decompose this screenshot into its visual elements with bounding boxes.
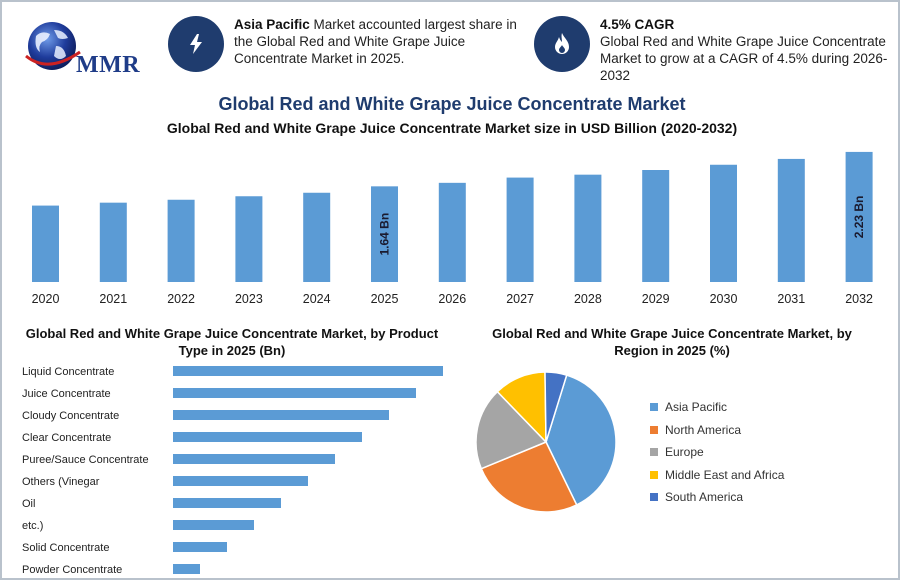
region-chart-title: Global Red and White Grape Juice Concent… (492, 326, 852, 358)
product-type-bar-chart: Liquid Concentrate Juice Concentrate Cloud… (22, 366, 443, 576)
hbar (173, 366, 443, 376)
x-tick-label: 2032 (845, 292, 873, 306)
y-tick-label: Clear Concentrate (22, 432, 111, 444)
stat-cagr: 4.5% CAGR Global Red and White Grape Jui… (534, 16, 894, 84)
stat-text: Asia Pacific Market accounted largest sh… (234, 16, 528, 67)
bar-2026 (438, 182, 466, 282)
y-tick-label: Solid Concentrate (22, 542, 109, 554)
bar-2030 (710, 164, 737, 282)
legend-item: North America (650, 419, 784, 442)
legend-swatch (650, 448, 658, 457)
legend-item: Europe (650, 441, 784, 464)
x-tick-label: 2023 (235, 292, 263, 306)
mmr-logo: MMR (18, 16, 148, 80)
main-title: Global Red and White Grape Juice Concent… (218, 94, 686, 114)
hbar (173, 542, 227, 552)
y-tick-label: Juice Concentrate (22, 388, 111, 400)
data-label: 2.23 Bn (852, 196, 866, 239)
y-tick-label: Others (Vinegar (22, 476, 100, 488)
x-tick-label: 2031 (777, 292, 805, 306)
x-tick-label: 2021 (99, 292, 127, 306)
bar-2031 (777, 158, 805, 282)
stat-bold: Asia Pacific (234, 17, 310, 32)
x-tick-label: 2020 (32, 292, 60, 306)
bar-2029 (642, 170, 670, 282)
chart-subtitle: Global Red and White Grape Juice Concent… (166, 120, 738, 136)
legend-label: North America (665, 422, 742, 437)
legend-label: South America (665, 490, 744, 505)
x-tick-label: 2027 (506, 292, 534, 306)
stat-bold: 4.5% CAGR (600, 17, 675, 32)
x-tick-label: 2028 (574, 292, 602, 306)
bar-2032 (845, 151, 873, 282)
hbar (173, 432, 362, 442)
region-legend: Asia Pacific North America Europe Middle Ea… (650, 396, 784, 509)
legend-item: Middle East and Africa (650, 464, 784, 487)
x-tick-label: 2025 (371, 292, 399, 306)
x-tick-label: 2029 (642, 292, 670, 306)
pie-slice (545, 374, 617, 506)
y-tick-label: Cloudy Concentrate (22, 410, 119, 422)
stat-desc: Global Red and White Grape Juice Concent… (600, 34, 888, 83)
bar-2020 (32, 205, 59, 282)
legend-swatch (650, 470, 658, 479)
legend-item: Asia Pacific (650, 396, 784, 419)
bar-2025 (371, 186, 398, 282)
bar-2021 (99, 202, 127, 282)
legend-swatch (650, 425, 658, 434)
x-tick-label: 2024 (303, 292, 331, 306)
fire-drop-icon (534, 16, 590, 72)
bar-2028 (574, 174, 602, 282)
stat-asia-pacific: Asia Pacific Market accounted largest sh… (168, 16, 528, 72)
product-type-chart-title: Global Red and White Grape Juice Concent… (25, 326, 439, 358)
legend-label: Europe (665, 445, 704, 460)
bar-2024 (303, 192, 331, 282)
x-tick-label: 2022 (167, 292, 195, 306)
globe-icon (25, 22, 81, 70)
logo-text: MMR (76, 52, 141, 78)
x-tick-label: 2030 (710, 292, 738, 306)
legend-swatch (650, 403, 658, 412)
bar-2027 (506, 177, 534, 282)
legend-label: Asia Pacific (665, 400, 728, 415)
hbar (173, 410, 389, 420)
data-label: 1.64 Bn (378, 213, 392, 256)
y-tick-label: Powder Concentrate (22, 564, 122, 576)
legend-item: South America (650, 486, 784, 509)
hbar (173, 388, 416, 398)
hbar (173, 520, 254, 530)
market-size-bar-chart: 2020 2021 2022 2023 2024 2025 1.64 Bn 2026 2027 2… (32, 151, 873, 306)
legend-label: Middle East and Africa (665, 467, 785, 482)
y-tick-label: Puree/Sauce Concentrate (22, 454, 149, 466)
y-tick-label: Oil (22, 498, 35, 510)
legend-swatch (650, 493, 658, 502)
region-pie-chart (475, 372, 617, 513)
hbar (173, 476, 308, 486)
pie-slice (475, 390, 548, 470)
y-tick-label: Liquid Concentrate (22, 366, 114, 378)
stat-text: 4.5% CAGR Global Red and White Grape Jui… (600, 16, 894, 84)
hbar (173, 454, 335, 464)
bar-2022 (167, 199, 195, 282)
pie-slice (544, 372, 568, 443)
stat-desc: Market accounted largest share in the Gl… (234, 17, 517, 66)
hbar (173, 498, 281, 508)
y-tick-label: etc.) (22, 520, 43, 532)
x-tick-label: 2026 (438, 292, 466, 306)
bar-2023 (235, 196, 263, 282)
hbar (173, 564, 200, 574)
lightning-icon (168, 16, 224, 72)
